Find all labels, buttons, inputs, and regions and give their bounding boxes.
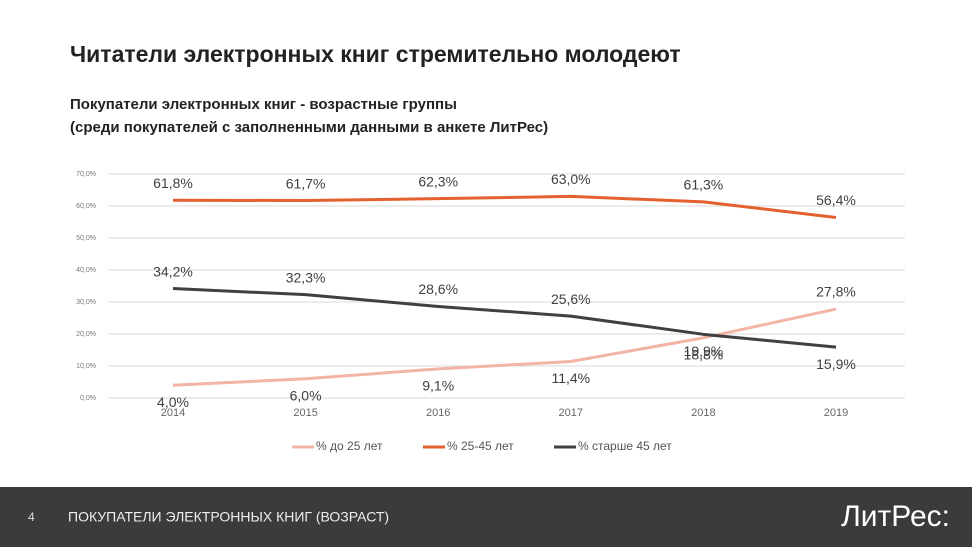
y-tick-label: 30,0% [76,299,96,306]
x-tick-label: 2015 [293,407,317,419]
data-label: 9,1% [422,378,454,394]
data-label: 61,3% [684,177,724,193]
footer-bar [0,487,972,547]
data-label: 15,9% [816,356,856,372]
chart-subtitle: Покупатели электронных книг - возрастные… [70,96,457,113]
data-label: 61,8% [153,175,193,191]
data-label: 56,4% [816,192,856,208]
x-tick-label: 2016 [426,407,450,419]
series-line [172,307,837,387]
data-label: 6,0% [290,388,322,404]
chart-subtitle: (среди покупателей с заполненными данным… [70,119,548,136]
data-label: 32,3% [286,269,326,285]
data-label: 62,3% [418,173,458,189]
x-tick-label: 2017 [559,407,583,419]
x-tick-label: 2019 [824,407,848,419]
y-tick-label: 0,0% [80,395,96,402]
y-tick-label: 10,0% [76,363,96,370]
series-line [172,287,837,349]
page-number: 4 [28,510,35,524]
x-tick-label: 2014 [161,407,185,419]
y-tick-label: 20,0% [76,331,96,338]
y-tick-label: 60,0% [76,203,96,210]
legend-label: % до 25 лет [316,439,383,453]
data-label: 19,9% [684,343,724,359]
data-label: 61,7% [286,175,326,191]
y-tick-label: 50,0% [76,235,96,242]
data-label: 18,8% [684,347,724,363]
series-line [172,194,837,220]
y-tick-label: 70,0% [76,171,96,178]
x-tick-label: 2018 [691,407,715,419]
data-label: 25,6% [551,291,591,307]
data-label: 4,0% [157,394,189,410]
y-tick-label: 40,0% [76,267,96,274]
data-label: 63,0% [551,171,591,187]
footer-text: ПОКУПАТЕЛИ ЭЛЕКТРОННЫХ КНИГ (ВОЗРАСТ) [68,509,389,525]
data-label: 11,4% [551,370,590,386]
logo: ЛитРес: [841,500,950,533]
legend-label: % 25-45 лет [447,439,514,453]
data-label: 34,2% [153,263,193,279]
legend-label: % старше 45 лет [578,439,672,453]
slide-title: Читатели электронных книг стремительно м… [70,41,681,67]
data-label: 28,6% [418,281,458,297]
data-label: 27,8% [816,284,856,300]
